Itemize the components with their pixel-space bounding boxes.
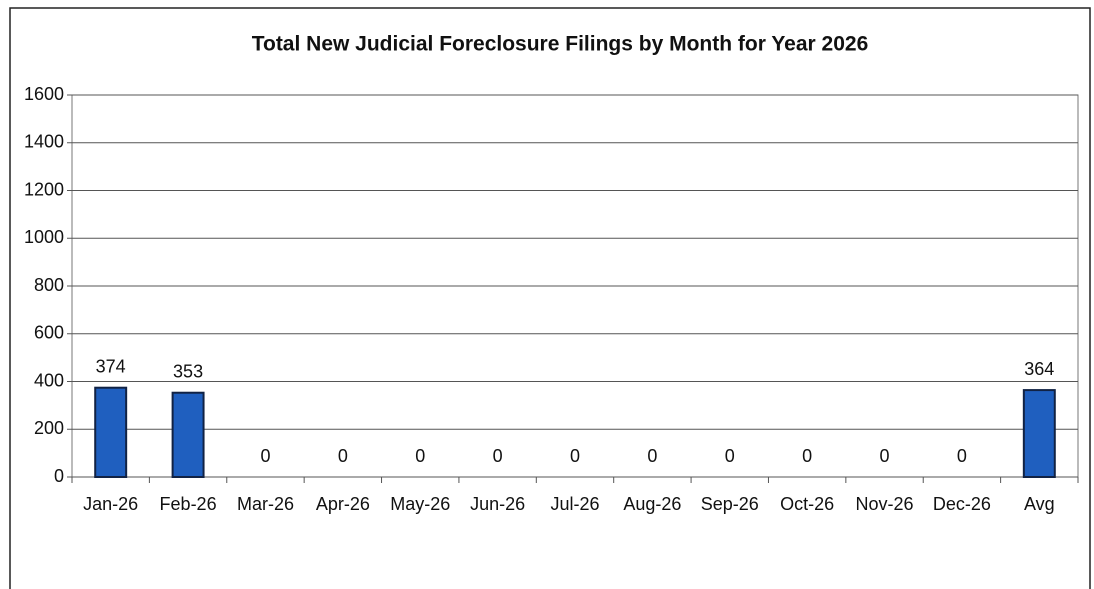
data-label: 374 <box>96 356 126 376</box>
x-tick-label: Sep-26 <box>701 494 759 514</box>
x-tick-label: Feb-26 <box>160 494 217 514</box>
x-tick-label: Avg <box>1024 494 1055 514</box>
x-tick-label: Jun-26 <box>470 494 525 514</box>
y-tick-label: 400 <box>34 370 64 390</box>
bar <box>94 386 128 478</box>
data-label: 0 <box>957 446 967 466</box>
bar <box>1022 389 1056 478</box>
data-label: 0 <box>647 446 657 466</box>
chart-frame <box>9 7 1091 589</box>
x-tick-label: Apr-26 <box>316 494 370 514</box>
y-tick-label: 1200 <box>24 179 64 199</box>
data-label: 0 <box>880 446 890 466</box>
y-tick-label: 1000 <box>24 227 64 247</box>
x-tick-label: Oct-26 <box>780 494 834 514</box>
y-tick-label: 1400 <box>24 132 64 152</box>
data-label: 0 <box>725 446 735 466</box>
data-label: 0 <box>415 446 425 466</box>
data-label: 0 <box>338 446 348 466</box>
bar <box>171 391 205 478</box>
y-tick-label: 0 <box>54 466 64 486</box>
x-tick-label: May-26 <box>390 494 450 514</box>
x-tick-label: Nov-26 <box>856 494 914 514</box>
data-label: 0 <box>260 446 270 466</box>
data-label: 0 <box>802 446 812 466</box>
data-label: 0 <box>493 446 503 466</box>
y-tick-label: 1600 <box>24 84 64 104</box>
data-label: 364 <box>1024 359 1054 379</box>
x-tick-label: Mar-26 <box>237 494 294 514</box>
x-tick-label: Dec-26 <box>933 494 991 514</box>
chart-title: Total New Judicial Foreclosure Filings b… <box>252 33 869 56</box>
x-tick-label: Aug-26 <box>623 494 681 514</box>
x-tick-label: Jan-26 <box>83 494 138 514</box>
x-tick-label: Jul-26 <box>550 494 599 514</box>
y-tick-label: 200 <box>34 418 64 438</box>
y-tick-label: 800 <box>34 275 64 295</box>
data-label: 353 <box>173 361 203 381</box>
y-tick-label: 600 <box>34 323 64 343</box>
data-label: 0 <box>570 446 580 466</box>
